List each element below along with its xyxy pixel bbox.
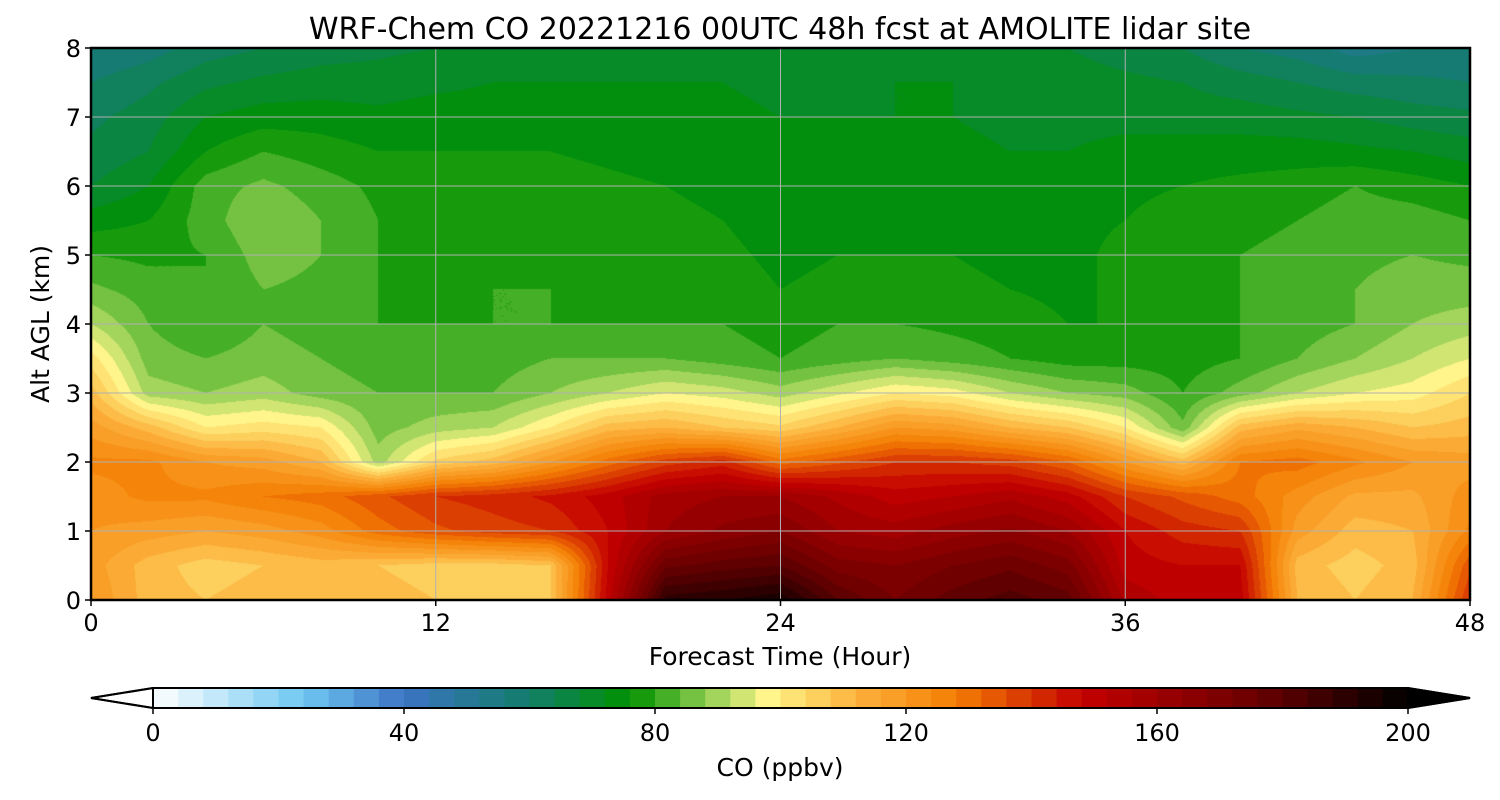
colorbar-swatch: [1207, 688, 1233, 708]
y-axis-label: Alt AGL (km): [26, 245, 55, 403]
colorbar: 0 40 80 120 160 200: [90, 686, 1471, 747]
colorbar-swatch: [604, 688, 631, 708]
x-tick-label: 24: [765, 609, 796, 637]
colorbar-swatch: [655, 688, 681, 708]
y-tick-label: 5: [66, 242, 81, 270]
colorbar-swatch: [880, 688, 907, 708]
x-tick-label: 48: [1455, 609, 1486, 637]
colorbar-tick-label: 200: [1385, 719, 1431, 747]
colorbar-swatch: [855, 688, 882, 708]
colorbar-swatch: [554, 688, 581, 708]
colorbar-ticks: 0 40 80 120 160 200: [145, 708, 1431, 747]
x-axis-label: Forecast Time (Hour): [649, 642, 912, 671]
colorbar-swatch: [906, 688, 932, 708]
colorbar-swatch: [1106, 688, 1133, 708]
y-tick-label: 2: [66, 449, 81, 477]
colorbar-tick-label: 40: [389, 719, 420, 747]
colorbar-swatch: [479, 688, 505, 708]
colorbar-swatch: [404, 688, 430, 708]
colorbar-swatch: [1332, 688, 1359, 708]
colorbar-swatch: [228, 688, 254, 708]
y-tick-label: 1: [66, 518, 81, 546]
colorbar-high-extension: [1407, 686, 1471, 710]
colorbar-swatch: [956, 688, 982, 708]
colorbar-swatch: [1157, 688, 1183, 708]
y-tick-label: 0: [66, 587, 81, 615]
y-tick-label: 4: [66, 311, 81, 339]
y-tick-label: 7: [66, 104, 81, 132]
colorbar-swatch: [454, 688, 480, 708]
colorbar-swatch: [253, 688, 280, 708]
colorbar-swatch: [429, 688, 455, 708]
colorbar-swatch: [1232, 688, 1258, 708]
colorbar-swatch: [378, 688, 405, 708]
colorbar-swatch: [805, 688, 832, 708]
colorbar-swatch: [278, 688, 305, 708]
colorbar-swatch: [680, 688, 706, 708]
colorbar-swatch: [931, 688, 957, 708]
colorbar-swatch: [1006, 688, 1033, 708]
colorbar-swatch: [780, 688, 807, 708]
colorbar-swatch: [303, 688, 330, 708]
y-tick-label: 3: [66, 380, 81, 408]
colorbar-swatch: [328, 688, 355, 708]
colorbar-swatch: [579, 688, 606, 708]
colorbar-swatches: [153, 688, 1409, 708]
colorbar-swatch: [830, 688, 857, 708]
colorbar-swatch: [529, 688, 556, 708]
colorbar-swatch: [353, 688, 380, 708]
colorbar-tick-label: 80: [640, 719, 671, 747]
y-tick-label: 8: [66, 35, 81, 63]
colorbar-swatch: [1357, 688, 1384, 708]
colorbar-tick-label: 0: [145, 719, 160, 747]
y-tick-label: 6: [66, 173, 81, 201]
colorbar-swatch: [1081, 688, 1108, 708]
colorbar-swatch: [504, 688, 531, 708]
colorbar-swatch: [1131, 688, 1158, 708]
colorbar-swatch: [730, 688, 756, 708]
colorbar-swatch: [1282, 688, 1309, 708]
colorbar-swatch: [629, 688, 656, 708]
y-axis-ticks: 0 1 2 3 4 5 6 7 8: [66, 35, 91, 615]
x-tick-label: 0: [83, 609, 98, 637]
colorbar-swatch: [1182, 688, 1208, 708]
colorbar-swatch: [1307, 688, 1334, 708]
colorbar-tick-label: 120: [883, 719, 929, 747]
colorbar-swatch: [755, 688, 782, 708]
colorbar-swatch: [705, 688, 731, 708]
colorbar-tick-label: 160: [1134, 719, 1180, 747]
colorbar-swatch: [1257, 688, 1284, 708]
colorbar-low-extension: [90, 686, 154, 710]
x-tick-label: 12: [420, 609, 451, 637]
colorbar-swatch: [1031, 688, 1058, 708]
colorbar-swatch: [178, 688, 204, 708]
colorbar-label: CO (ppbv): [717, 753, 844, 782]
x-axis-ticks: 0 12 24 36 48: [83, 600, 1485, 637]
colorbar-swatch: [981, 688, 1007, 708]
colorbar-swatch: [153, 688, 179, 708]
x-tick-label: 36: [1110, 609, 1141, 637]
colorbar-swatch: [203, 688, 229, 708]
chart-title: WRF-Chem CO 20221216 00UTC 48h fcst at A…: [309, 12, 1251, 47]
colorbar-swatch: [1056, 688, 1083, 708]
colorbar-swatch: [1382, 688, 1409, 708]
